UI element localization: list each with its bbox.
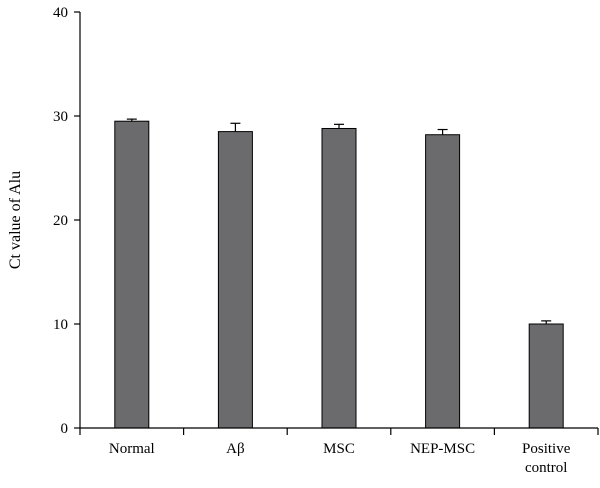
x-tick-label-line: Positive [522,441,571,457]
bars-layer [114,120,564,429]
bar [321,127,357,429]
x-ticks-layer: Normal Aβ MSC NEP-MSC Positive control [79,428,599,476]
bar [528,323,564,429]
error-bar [541,320,552,324]
x-tick-label-line: MSC [323,441,355,457]
y-ticks-layer: 0 10 20 30 40 [53,5,80,437]
x-tick-label: MSC [323,441,355,457]
error-bar [230,122,241,132]
y-tick-label: 10 [53,317,68,333]
error-bar [334,123,344,129]
y-tick-label: 30 [53,109,68,125]
error-bar [126,118,137,122]
x-tick-label-line: Aβ [226,441,244,457]
x-tick-label: Positive control [522,441,571,476]
error-bar [437,128,448,135]
y-tick-label: 40 [53,5,68,21]
bar [425,134,461,429]
y-tick-label: 20 [53,213,68,229]
x-tick-label-line: NEP-MSC [410,441,475,457]
bar [217,131,253,429]
x-tick-label: Aβ [226,441,244,457]
x-tick-label-line: Normal [109,441,155,457]
y-tick-label: 0 [61,421,69,437]
error-bars-layer [126,118,552,324]
x-tick-label: NEP-MSC [410,441,475,457]
y-axis-label: Ct value of Alu [7,171,24,269]
x-tick-label: Normal [109,441,155,457]
x-tick-label-line: control [525,460,568,476]
bar [114,120,150,429]
